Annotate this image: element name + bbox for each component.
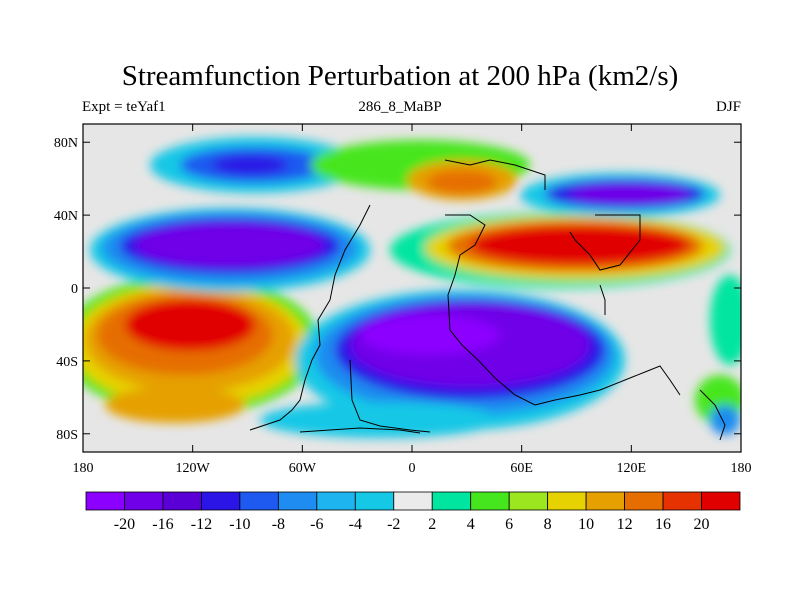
coast-new-zealand: [699, 389, 726, 441]
colorbar-label: 6: [505, 516, 513, 533]
latitude-axis: 80N 40N 0 40S 80S: [54, 136, 741, 443]
field-se-negative-core: [360, 315, 500, 355]
experiment-label: Expt = teYaf1: [82, 99, 166, 115]
field-se-small-2: [710, 405, 740, 435]
coast-americas: [249, 204, 371, 431]
period-label: 286_8_MaBP: [358, 99, 442, 115]
colorbar-box: [470, 491, 510, 511]
colorbar-label: 12: [617, 516, 633, 533]
colorbar-label: 8: [544, 516, 552, 533]
lat-tick-label: 40S: [56, 355, 78, 370]
lat-tick-label: 0: [71, 282, 78, 297]
coast-north-eurasia: [444, 159, 546, 190]
longitude-axis: 180 120W 60W 0 60E 120E 180: [73, 124, 752, 476]
colorbar-label: 2: [428, 516, 436, 533]
colorbar-box: [624, 491, 664, 511]
coast-asia: [569, 214, 641, 271]
field-north-band-core: [427, 170, 497, 194]
colorbar-box: [201, 491, 241, 511]
colorbar-box: [393, 491, 433, 511]
colorbar-box: [162, 491, 202, 511]
colorbar-label: -2: [387, 516, 400, 533]
lon-tick-label: 0: [409, 461, 416, 476]
field-south-band: [260, 402, 500, 438]
field-arctic-negative-core: [212, 155, 288, 175]
lon-tick-label: 180: [731, 461, 752, 476]
coast-indonesia: [599, 284, 606, 315]
colorbar-box: [316, 491, 356, 511]
colorbar-label: -20: [114, 516, 135, 533]
colorbar-box: [124, 491, 164, 511]
colorbar-box: [547, 491, 587, 511]
lon-tick-label: 180: [73, 461, 94, 476]
field-sw-positive-core: [125, 299, 255, 351]
colorbar-box: [354, 491, 395, 511]
colorbar-label: 10: [578, 516, 594, 533]
colorbar-label: 4: [467, 516, 475, 533]
colorbar-label: -10: [229, 516, 250, 533]
coast-australia: [554, 365, 681, 401]
lon-tick-label: 60W: [289, 461, 317, 476]
colorbar-box: [701, 491, 741, 511]
colorbar-box: [85, 491, 125, 511]
lat-tick-label: 80N: [54, 136, 78, 151]
colorbar-label: -6: [310, 516, 323, 533]
lat-tick-label: 40N: [54, 209, 78, 224]
colorbar-label: 20: [694, 516, 710, 533]
lat-tick-label: 80S: [56, 428, 78, 443]
field-east-edge: [710, 275, 741, 365]
colorbar-box: [662, 491, 702, 511]
lon-tick-label: 60E: [510, 461, 533, 476]
field-sw-positive-south: [105, 387, 245, 423]
coast-south-america: [349, 359, 431, 433]
colorbar-labels: -20 -16 -12 -10 -8 -6 -4 -2 2 4 6 8 10 12 16 20: [114, 516, 710, 533]
colorbar-box: [239, 491, 279, 511]
colorbar-label: -4: [349, 516, 362, 533]
colorbar-box: [508, 491, 549, 511]
colorbar-box: [431, 491, 472, 511]
colorbar-boxes: [85, 491, 741, 511]
coast-antarctica: [299, 427, 421, 434]
field-nw-negative-core: [135, 223, 325, 267]
season-label: DJF: [715, 99, 741, 115]
map-title: Streamfunction Perturbation at 200 hPa (…: [121, 60, 679, 92]
colorbar-box: [277, 491, 318, 511]
coast-africa: [445, 214, 556, 406]
colorbar-label: -8: [272, 516, 285, 533]
lon-tick-label: 120W: [176, 461, 211, 476]
colorbar-label: 16: [655, 516, 671, 533]
colorbar-box: [585, 491, 625, 511]
contour-fields: [83, 137, 741, 441]
lon-tick-label: 120E: [617, 461, 647, 476]
coastlines: [249, 159, 726, 441]
colorbar-label: -16: [152, 516, 173, 533]
field-npac-negative-core: [570, 184, 690, 204]
colorbar-label: -12: [191, 516, 212, 533]
